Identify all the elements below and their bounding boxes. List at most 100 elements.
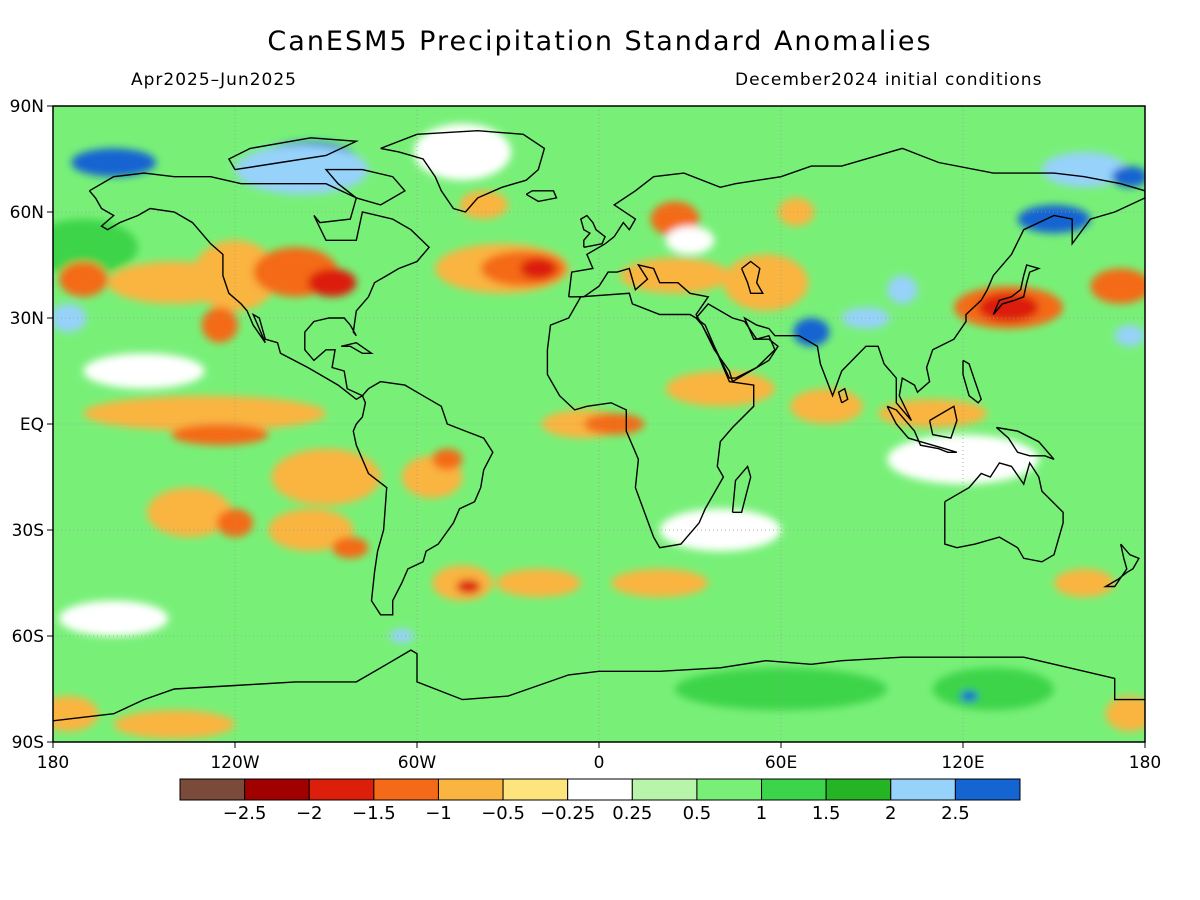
coastline-greenland: [380, 129, 546, 213]
anomaly-patch: [59, 261, 108, 297]
coastline-new-guinea: [995, 426, 1055, 460]
colorbar: −2.5 −2 −1.5 −1 −0.5 −0.25 0.25 0.5 1 1.5 2 2.5: [179, 778, 1021, 824]
coastline-iceland: [525, 190, 558, 203]
coastline-south-america: [352, 380, 494, 616]
colorbar-swatch: [179, 778, 246, 801]
longitude-label: 120E: [941, 753, 984, 773]
coastline-britain: [579, 214, 606, 248]
latitude-label: 30S: [12, 521, 44, 541]
coastlines: [53, 129, 1145, 722]
anomaly-patch: [674, 667, 888, 711]
anomaly-patch: [1090, 268, 1145, 304]
longitude-label: 120W: [210, 753, 259, 773]
colorbar-label: −2: [296, 803, 323, 824]
initial-conditions: December2024 initial conditions: [735, 70, 1043, 90]
colorbar-swatch: [373, 778, 439, 801]
longitude-label: 0: [594, 753, 605, 773]
anomaly-patch: [665, 371, 775, 407]
latitude-label: 90N: [10, 97, 44, 117]
colorbar-label: 2: [885, 803, 896, 824]
colorbar-label: 1.5: [812, 803, 841, 824]
colorbar-label: −0.25: [540, 803, 595, 824]
coastline-borneo: [928, 405, 958, 439]
anomaly-patch: [520, 257, 557, 280]
colorbar-label: −1: [425, 803, 452, 824]
colorbar-label: −0.5: [481, 803, 525, 824]
coastline-arctic-islands: [227, 137, 360, 171]
coastline-africa: [546, 292, 755, 549]
anomaly-patch: [59, 600, 169, 636]
coastline-japan: [992, 264, 1041, 315]
anomaly-patch: [583, 413, 645, 435]
coastline-baffin: [324, 168, 406, 206]
anomaly-patch: [113, 710, 235, 739]
colorbar-swatch: [825, 778, 892, 801]
anomaly-patch: [878, 399, 988, 428]
anomaly-patch: [71, 148, 157, 177]
map-title: CanESM5 Precipitation Standard Anomalies: [267, 26, 933, 57]
coastline-madagascar: [731, 464, 752, 513]
coastline-new-zealand: [1102, 543, 1140, 588]
longitude-label: 60W: [398, 753, 437, 773]
anomaly-patch: [611, 568, 709, 598]
anomaly-patch: [83, 353, 205, 389]
anomaly-patch: [793, 318, 830, 347]
anomaly-patch: [53, 696, 99, 732]
anomaly-patch: [459, 190, 508, 220]
coastline-indonesia: [886, 405, 958, 453]
anomaly-patch: [192, 240, 278, 311]
anomaly-patch: [307, 268, 357, 297]
anomaly-patch: [53, 303, 87, 333]
colorbar-label: −2.5: [223, 803, 267, 824]
colorbar-label: 1: [756, 803, 767, 824]
forecast-period: Apr2025–Jun2025: [131, 70, 297, 90]
coastline-cuba: [341, 341, 374, 354]
longitude-label: 60E: [765, 753, 797, 773]
anomaly-patch: [959, 690, 979, 702]
latitude-label: 60S: [12, 627, 44, 647]
anomaly-patch: [83, 395, 326, 432]
coastline-antarctica: [53, 649, 1145, 722]
anomaly-patch: [887, 434, 1039, 485]
anomaly-patch: [413, 123, 512, 181]
colorbar-swatch: [244, 778, 310, 801]
anomaly-patch: [887, 275, 918, 304]
anomaly-patch: [659, 508, 781, 552]
anomaly-patch: [932, 667, 1054, 711]
anomaly-patch: [495, 568, 581, 598]
colorbar-swatch: [567, 778, 633, 801]
coastline-australia: [944, 461, 1064, 563]
anomaly-patch: [665, 226, 715, 255]
anomaly-patch: [332, 537, 369, 559]
longitude-label: 180: [1129, 753, 1161, 773]
latitude-label: 60N: [10, 203, 44, 223]
colorbar-swatch: [308, 778, 375, 801]
latitude-label: 30N: [10, 309, 44, 329]
anomaly-patch: [171, 424, 269, 446]
colorbar-label: 2.5: [941, 803, 970, 824]
anomaly-patch: [53, 219, 138, 276]
longitude-axis: 180 120W 60W 0 60E 120E 180: [37, 742, 1161, 773]
colorbar-swatch: [502, 778, 569, 801]
latitude-label: 90S: [12, 733, 44, 753]
colorbar-swatch: [437, 778, 504, 801]
latitude-axis: 90N 60N 30N EQ 30S 60S 90S: [10, 97, 53, 753]
colorbar-swatch: [954, 778, 1021, 801]
anomaly-patch: [1114, 325, 1145, 347]
anomaly-patch: [1105, 696, 1145, 732]
anomaly-patch: [790, 388, 863, 425]
colorbar-label: 0.5: [683, 803, 712, 824]
colorbar-label: 0.25: [612, 803, 652, 824]
longitude-label: 180: [37, 753, 69, 773]
anomaly-patch: [1041, 151, 1127, 188]
colorbar-swatch: [761, 778, 827, 801]
coastline-caspian: [740, 260, 765, 294]
map-panel: [53, 106, 1145, 742]
anomaly-patch: [271, 448, 381, 506]
anomaly-patch: [777, 197, 815, 227]
colorbar-swatch: [890, 778, 956, 801]
colorbar-swatch: [696, 778, 763, 801]
coastline-arabia-notch: [695, 303, 776, 379]
anomaly-patch: [147, 487, 232, 538]
anomaly-patch: [235, 144, 369, 195]
